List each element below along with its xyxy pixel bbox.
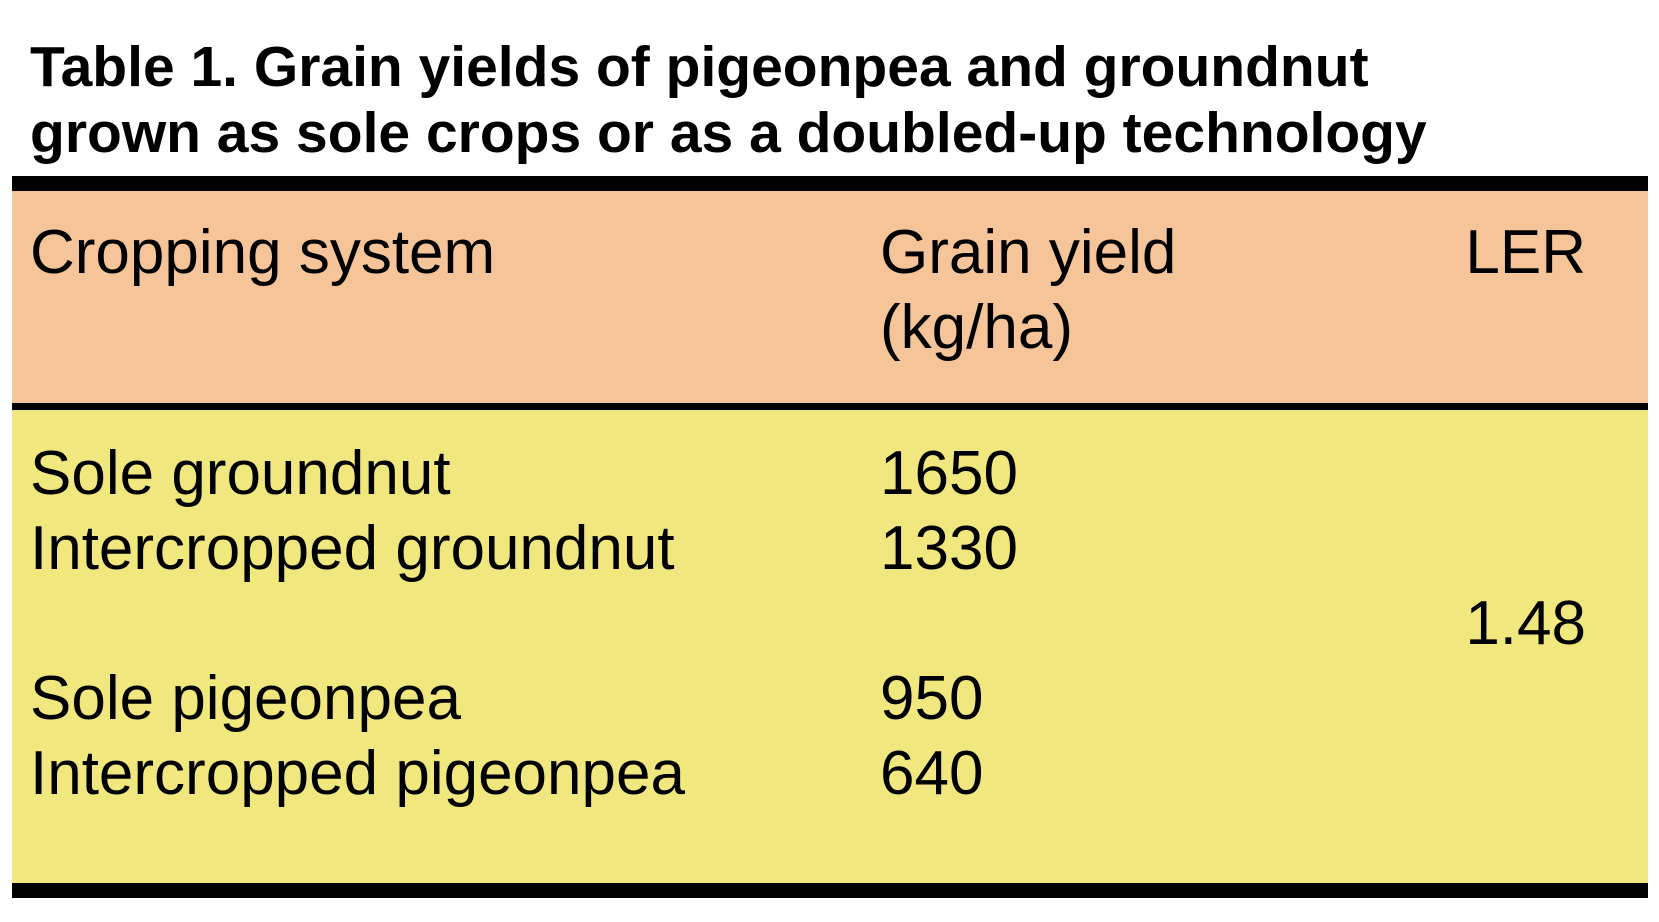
table-row: Intercropped groundnut 1330 bbox=[12, 511, 1648, 586]
header-grain-yield: Grain yield (kg/ha) bbox=[868, 215, 1368, 403]
table-row: 1.48 bbox=[12, 586, 1648, 661]
header-ler: LER bbox=[1465, 218, 1586, 287]
cell-cropping-system: Intercropped groundnut bbox=[30, 514, 675, 583]
cell-grain-yield: 950 bbox=[880, 664, 984, 733]
header-cropping-system: Cropping system bbox=[30, 218, 496, 287]
cell-cropping-system: Sole groundnut bbox=[30, 439, 451, 508]
cell-ler bbox=[1368, 511, 1648, 586]
cell-ler bbox=[1368, 736, 1648, 811]
cell-grain-yield: 1330 bbox=[880, 514, 1018, 583]
header-grain-yield-line1: Grain yield bbox=[880, 218, 1177, 287]
cell-grain-yield: 1650 bbox=[880, 439, 1018, 508]
cell-ler bbox=[1368, 436, 1648, 511]
cell-cropping-system: Sole pigeonpea bbox=[30, 664, 461, 733]
table-row: Intercropped pigeonpea 640 bbox=[12, 736, 1648, 811]
cell-grain-yield bbox=[868, 586, 1368, 661]
cell-grain-yield: 640 bbox=[880, 739, 984, 808]
table-title: Table 1. Grain yields of pigeonpea and g… bbox=[30, 34, 1480, 166]
cell-ler bbox=[1368, 661, 1648, 736]
table-title-line1: Table 1. Grain yields of pigeonpea and g… bbox=[30, 35, 1369, 99]
cell-cropping-system bbox=[12, 586, 868, 661]
cell-ler: 1.48 bbox=[1465, 589, 1586, 658]
table-body: Sole groundnut 1650 Intercropped groundn… bbox=[12, 410, 1648, 883]
table-title-line2: grown as sole crops or as a doubled-up t… bbox=[30, 101, 1427, 165]
data-table: Cropping system Grain yield (kg/ha) LER … bbox=[12, 176, 1648, 898]
table-header-row: Cropping system Grain yield (kg/ha) LER bbox=[12, 191, 1648, 410]
header-grain-yield-line2: (kg/ha) bbox=[880, 293, 1073, 362]
cell-cropping-system: Intercropped pigeonpea bbox=[30, 739, 685, 808]
table-row: Sole pigeonpea 950 bbox=[12, 661, 1648, 736]
table-row: Sole groundnut 1650 bbox=[12, 436, 1648, 511]
